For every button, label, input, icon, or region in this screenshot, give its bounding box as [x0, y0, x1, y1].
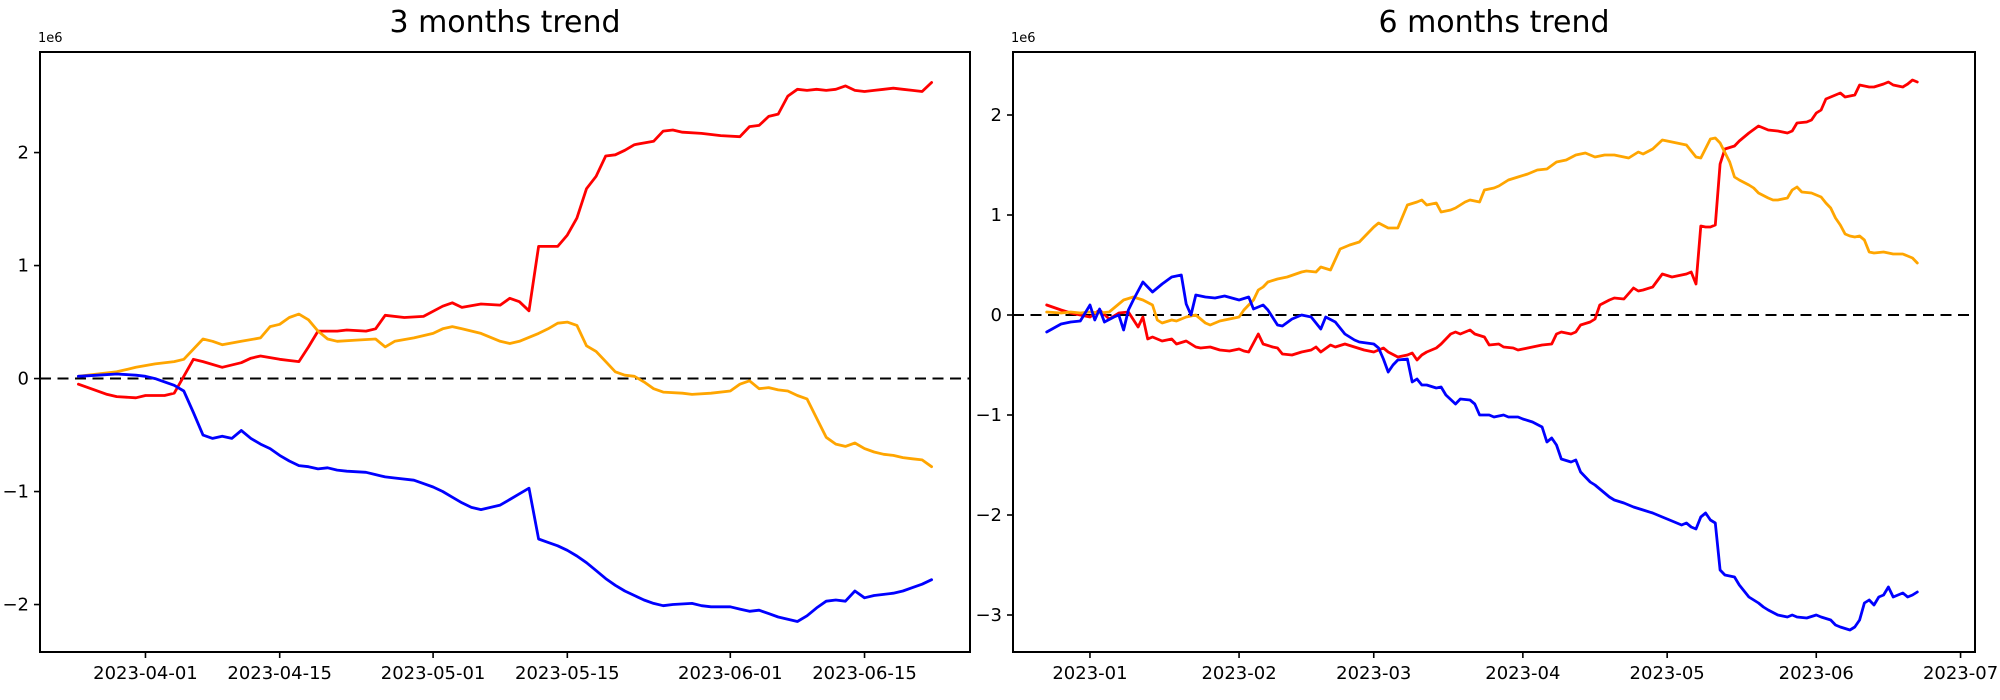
y-tick-label: 1	[18, 256, 29, 277]
x-tick-label: 2023-05	[1630, 663, 1705, 684]
y-tick-label: −1	[975, 405, 1002, 426]
x-tick-label: 2023-06-01	[678, 663, 783, 684]
series-line-blue	[77, 372, 933, 623]
series-line-red	[77, 81, 933, 400]
y-axis-offset-label: 1e6	[1011, 31, 1036, 46]
y-tick-label: −2	[2, 595, 29, 616]
y-tick-label: 2	[991, 105, 1002, 126]
x-tick-label: 2023-01	[1052, 663, 1127, 684]
series-line-red	[1045, 78, 1919, 362]
y-tick-label: −2	[975, 505, 1002, 526]
x-tick-label: 2023-07	[1923, 663, 1998, 684]
x-tick-label: 2023-03	[1336, 663, 1411, 684]
y-tick-label: 2	[18, 143, 29, 164]
y-tick-label: −3	[975, 605, 1002, 626]
plot-border	[39, 51, 971, 653]
y-tick-label: 1	[991, 205, 1002, 226]
x-tick-label: 2023-02	[1201, 663, 1276, 684]
chart-title-6-months: 6 months trend	[1378, 5, 1610, 40]
series-line-orange	[77, 312, 933, 469]
x-tick-label: 2023-06	[1779, 663, 1854, 684]
x-tick-label: 2023-05-01	[381, 663, 486, 684]
x-tick-label: 2023-06-15	[812, 663, 917, 684]
x-tick-label: 2023-04-15	[227, 663, 332, 684]
chart-3-months: 1e6 2023-04-01 2023-04-15 2023-05-01 2023-05…	[2, 31, 971, 684]
chart-title-3-months: 3 months trend	[389, 5, 621, 40]
x-tick-label: 2023-05-15	[515, 663, 620, 684]
y-axis-offset-label: 1e6	[38, 31, 63, 46]
y-tick-label: 0	[991, 305, 1002, 326]
series-line-blue	[1045, 273, 1919, 632]
series-line-orange	[1045, 136, 1919, 327]
plot-border	[1012, 51, 1976, 653]
x-tick-label: 2023-04-01	[93, 663, 198, 684]
y-tick-label: 0	[18, 369, 29, 390]
x-tick-label: 2023-04	[1485, 663, 1560, 684]
y-tick-label: −1	[2, 482, 29, 503]
